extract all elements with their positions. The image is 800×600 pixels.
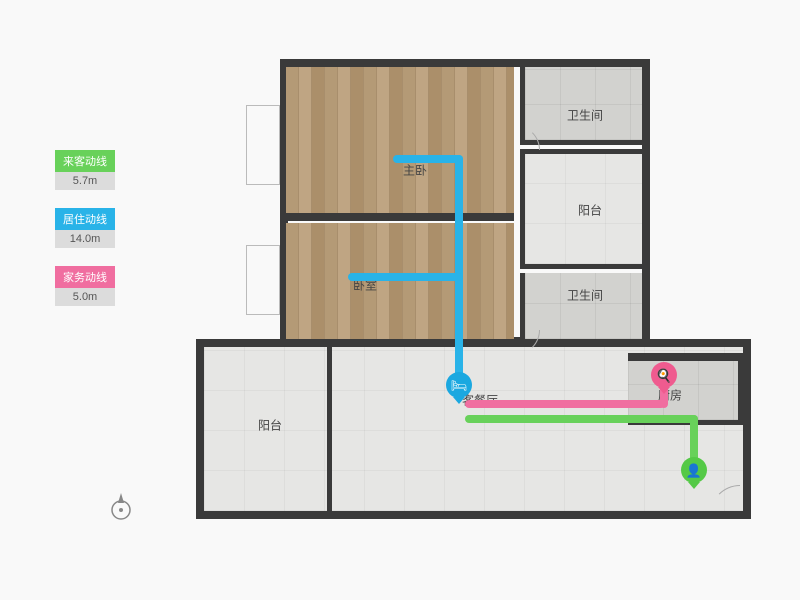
- pot-icon: 🍳: [656, 369, 672, 382]
- person-icon: 👤: [686, 464, 702, 477]
- room-label: 阳台: [258, 417, 282, 434]
- window-slot: [246, 245, 280, 315]
- legend-label: 家务动线: [55, 266, 115, 288]
- legend-label: 来客动线: [55, 150, 115, 172]
- marker-chore-icon: 🍳: [651, 362, 677, 388]
- room-label: 阳台: [578, 202, 602, 219]
- room-label: 主卧: [403, 162, 427, 179]
- window-slot: [246, 105, 280, 185]
- room-label: 卫生间: [567, 107, 603, 124]
- wall-divider: [286, 213, 514, 221]
- legend-value: 14.0m: [55, 230, 115, 248]
- legend-value: 5.7m: [55, 172, 115, 190]
- legend-item-living: 居住动线 14.0m: [55, 208, 115, 248]
- room-bathroom-2: [520, 273, 642, 339]
- legend: 来客动线 5.7m 居住动线 14.0m 家务动线 5.0m: [55, 150, 115, 324]
- legend-item-chore: 家务动线 5.0m: [55, 266, 115, 306]
- compass-icon: [105, 490, 137, 522]
- path-living: [348, 273, 463, 281]
- bed-icon: 🛏: [451, 379, 468, 392]
- room-master-bedroom: [286, 67, 514, 215]
- legend-value: 5.0m: [55, 288, 115, 306]
- path-living: [393, 155, 463, 163]
- floorplan: 主卧 卧室 卫生间 阳台 卫生间 阳台 厨房 客餐厅 🛏 .marker[dat…: [190, 55, 760, 565]
- room-bedroom: [286, 223, 514, 339]
- path-living: [455, 155, 463, 385]
- marker-guest-icon: 👤: [681, 457, 707, 483]
- legend-label: 居住动线: [55, 208, 115, 230]
- room-label: 卫生间: [567, 287, 603, 304]
- marker-living-icon: 🛏: [446, 372, 472, 398]
- path-chore: [465, 400, 665, 408]
- path-guest: [465, 415, 698, 423]
- legend-item-guest: 来客动线 5.7m: [55, 150, 115, 190]
- path-guest: [690, 415, 698, 463]
